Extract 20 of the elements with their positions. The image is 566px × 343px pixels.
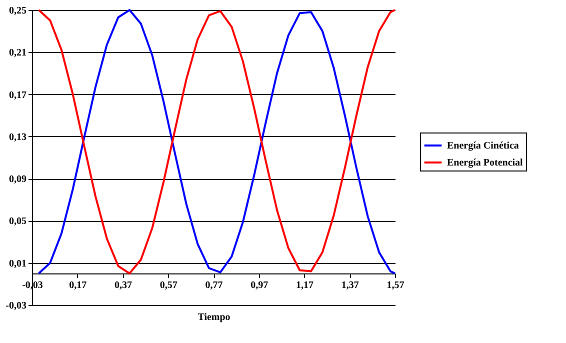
x-tick-label: 1,57 <box>386 280 404 291</box>
x-tick-label: 0,17 <box>69 280 87 291</box>
legend-label: Energía Potencial <box>447 158 524 168</box>
x-tick-label: 1,37 <box>341 280 359 291</box>
x-tick-label: 1,17 <box>296 280 314 291</box>
legend-label: Energía Cinética <box>447 140 519 152</box>
y-tick-label: -0,03 <box>6 300 26 312</box>
y-tick-label: 0,01 <box>9 258 26 270</box>
y-tick-label: 0,17 <box>9 90 26 101</box>
x-tick-label: 0,57 <box>160 280 178 291</box>
y-tick-label: 0,09 <box>9 174 26 186</box>
y-tick-label: 0,13 <box>9 132 26 143</box>
x-tick-label: 0,77 <box>205 280 223 291</box>
x-axis-title: Tiempo <box>198 312 230 323</box>
y-tick-label: 0,25 <box>9 6 26 16</box>
y-tick-label: 0,21 <box>9 48 26 59</box>
line-series <box>38 9 396 274</box>
y-tick-label: 0,05 <box>9 216 26 228</box>
x-tick-label: 0,97 <box>250 280 268 291</box>
x-tick-label: 0,37 <box>114 280 132 291</box>
